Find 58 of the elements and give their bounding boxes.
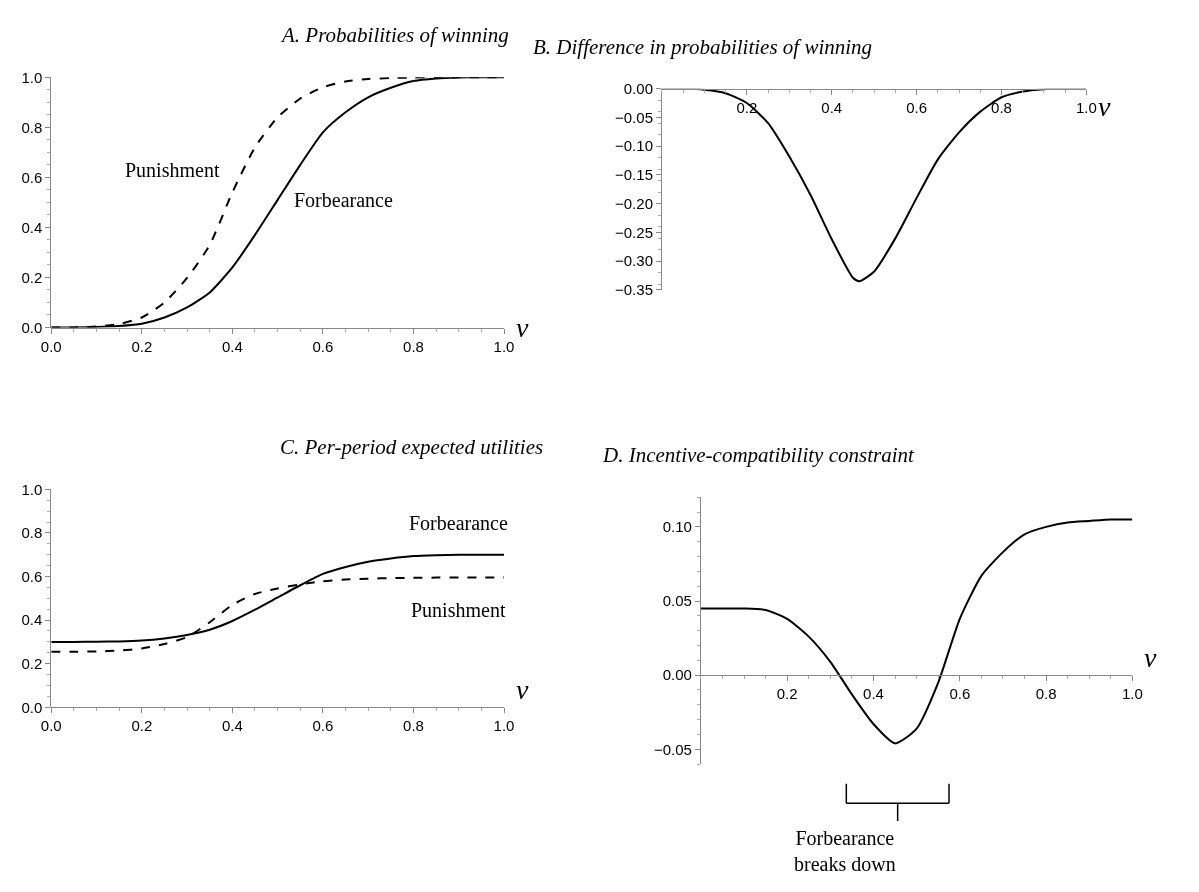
- y-tick-label: −0.05: [615, 108, 653, 126]
- series-label: Forbearance: [294, 189, 393, 211]
- y-tick-label: −0.20: [615, 194, 653, 212]
- x-tick-label: 0.4: [221, 337, 243, 355]
- chart-title: D. Incentive-compatibility constraint: [602, 443, 915, 467]
- x-tick-label: 0.8: [1035, 685, 1057, 703]
- x-axis-title: v: [516, 674, 529, 705]
- series-label: Forbearance: [409, 512, 508, 534]
- x-tick-label: 0.4: [863, 685, 884, 703]
- x-tick-label: 0.8: [991, 98, 1012, 116]
- y-tick-label: −0.05: [653, 740, 692, 758]
- x-tick-label: 1.0: [1076, 98, 1097, 116]
- x-tick-label: 0.4: [221, 717, 243, 735]
- y-tick-label: 0.8: [21, 524, 43, 542]
- y-tick-label: 0.4: [21, 218, 43, 236]
- y-tick-label: −0.30: [615, 252, 653, 270]
- y-tick-label: 0.2: [21, 268, 43, 286]
- y-tick-label: 0.10: [662, 518, 692, 536]
- x-tick-label: 1.0: [1121, 685, 1143, 703]
- y-tick-label: 0.2: [21, 654, 43, 672]
- x-tick-label: 0.0: [40, 337, 62, 355]
- y-tick-label: 0.4: [21, 611, 43, 629]
- x-tick-label: 0.2: [776, 685, 798, 703]
- x-tick-label: 0.6: [949, 685, 971, 703]
- x-tick-label: 1.0: [493, 717, 515, 735]
- series-label: Punishment: [125, 159, 220, 181]
- x-tick-label: 0.2: [131, 337, 153, 355]
- x-tick-label: 1.0: [493, 337, 515, 355]
- y-tick-label: 0.00: [623, 79, 653, 97]
- y-tick-label: 1.0: [21, 480, 43, 498]
- y-tick-label: −0.15: [615, 166, 653, 184]
- y-tick-label: 0.8: [21, 118, 43, 136]
- y-tick-label: −0.35: [615, 281, 653, 299]
- chart-title: C. Per-period expected utilities: [280, 435, 544, 459]
- y-tick-label: 0.6: [21, 567, 43, 585]
- chart-title: A. Probabilities of winning: [280, 23, 509, 47]
- y-tick-label: 0.00: [662, 666, 692, 684]
- x-tick-label: 0.6: [312, 337, 334, 355]
- text: Forbearance breaks down: [794, 827, 896, 875]
- y-tick-label: −0.25: [615, 223, 653, 241]
- y-tick-label: 0.6: [21, 168, 43, 186]
- x-tick-label: 0.6: [312, 717, 334, 735]
- x-axis-title: v: [516, 312, 529, 343]
- x-tick-label: 0.8: [403, 717, 424, 735]
- x-tick-label: 0.6: [906, 98, 928, 116]
- y-tick-label: 1.0: [21, 68, 43, 86]
- y-tick-label: 0.0: [21, 318, 43, 336]
- x-tick-label: 0.8: [403, 337, 424, 355]
- x-tick-label: 0.0: [40, 717, 62, 735]
- y-tick-label: 0.05: [662, 592, 692, 610]
- x-tick-label: 0.4: [821, 98, 843, 116]
- y-tick-label: −0.10: [615, 137, 653, 155]
- series-label: Punishment: [411, 599, 506, 621]
- y-tick-label: 0.0: [21, 698, 43, 716]
- chart-title: B. Difference in probabilities of winning: [533, 35, 873, 59]
- x-tick-label: 0.2: [131, 717, 153, 735]
- x-axis-title: v: [1144, 642, 1157, 673]
- x-axis-title: v: [1098, 91, 1111, 122]
